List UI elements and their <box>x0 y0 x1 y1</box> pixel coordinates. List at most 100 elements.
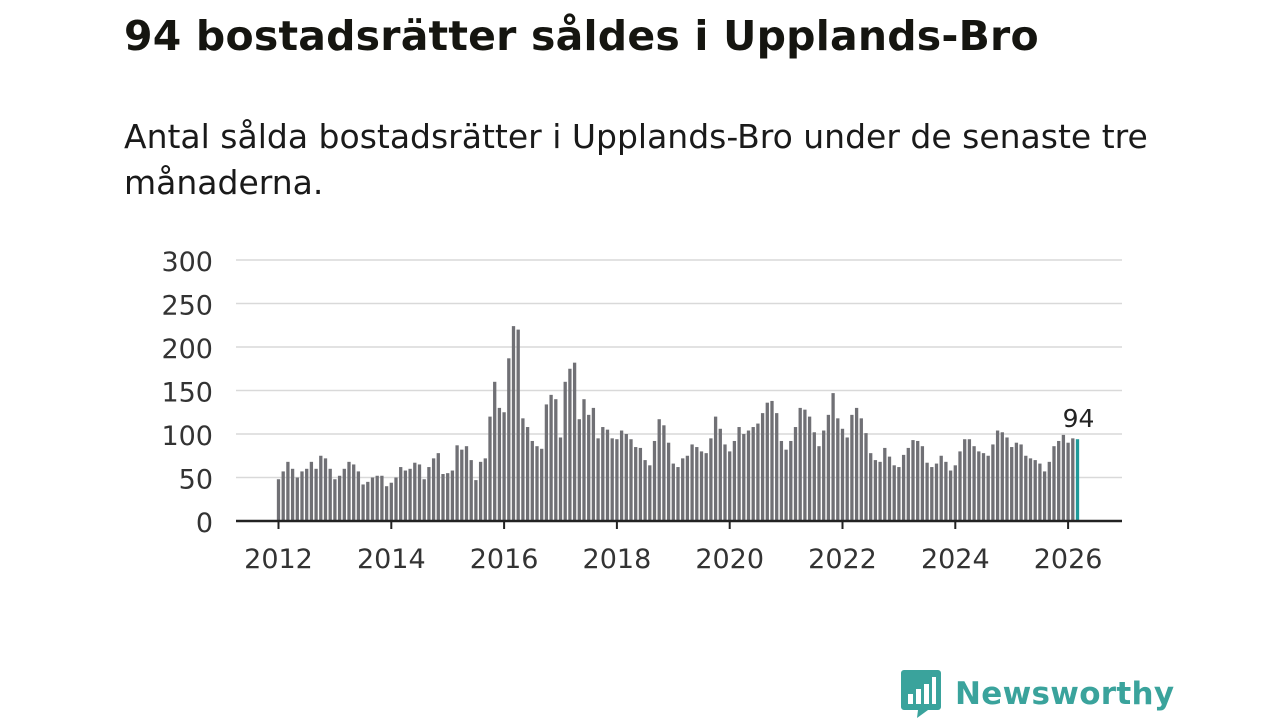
brand-name: Newsworthy <box>955 676 1175 712</box>
bar <box>333 479 337 521</box>
bar <box>417 464 422 521</box>
bar <box>953 465 957 521</box>
bar <box>779 440 784 521</box>
bar <box>493 381 497 521</box>
bar <box>920 446 925 521</box>
bar <box>394 477 398 521</box>
bar <box>643 460 647 521</box>
bar <box>652 440 657 521</box>
bar <box>873 460 878 521</box>
bar <box>977 451 981 521</box>
bar <box>525 427 530 521</box>
bar <box>366 481 370 521</box>
bar <box>1038 463 1042 521</box>
bar <box>798 407 802 521</box>
bar <box>638 447 643 521</box>
bar <box>497 407 502 521</box>
bar <box>342 468 346 521</box>
bar <box>361 484 365 521</box>
bar <box>403 470 408 521</box>
last-value-label: 94 <box>1063 404 1095 433</box>
bar <box>751 427 755 521</box>
bar <box>319 455 323 521</box>
bar <box>384 486 389 521</box>
bar <box>699 451 704 521</box>
bar <box>1028 458 1033 521</box>
bar <box>789 440 793 521</box>
bar <box>380 475 384 521</box>
bar <box>662 425 666 521</box>
bar <box>831 393 835 521</box>
y-tick-label: 200 <box>161 334 213 365</box>
x-tick-label: 2014 <box>357 544 426 575</box>
bar <box>610 438 614 521</box>
newsworthy-logo[interactable]: Newsworthy <box>901 670 1174 718</box>
bar <box>521 418 525 521</box>
y-axis-ticks: 0 50 100 150 200 250 300 <box>161 247 213 539</box>
bar <box>1033 460 1037 521</box>
bar <box>460 449 464 521</box>
bar <box>568 368 572 521</box>
y-tick-label: 50 <box>179 465 213 496</box>
chart-subtitle: Antal sålda bostadsrätter i Upplands-Bro… <box>124 117 1148 202</box>
bar <box>718 428 722 521</box>
bar <box>897 467 901 521</box>
bar <box>464 446 469 521</box>
bar <box>963 439 967 521</box>
bar <box>878 461 882 521</box>
bar <box>981 453 986 521</box>
bar <box>549 394 553 521</box>
bar <box>587 414 591 521</box>
bar <box>502 412 506 521</box>
bar <box>356 471 361 521</box>
bar <box>934 463 939 521</box>
x-tick-label: 2022 <box>808 544 877 575</box>
bar <box>671 463 675 521</box>
y-tick-label: 300 <box>161 247 213 278</box>
bar <box>544 404 549 521</box>
bar <box>408 468 412 521</box>
bar <box>695 447 699 521</box>
bar <box>939 455 943 521</box>
bar <box>572 362 577 521</box>
bar <box>577 419 581 521</box>
bar <box>615 439 619 521</box>
bar <box>916 440 920 521</box>
bar <box>1052 446 1056 521</box>
bar <box>281 471 285 521</box>
bar <box>991 444 995 521</box>
bar <box>290 468 295 521</box>
bar <box>803 409 807 521</box>
bar <box>756 423 760 521</box>
bar <box>511 326 516 521</box>
bar <box>352 464 356 521</box>
bar <box>431 458 436 521</box>
x-tick-label: 2024 <box>921 544 990 575</box>
bar <box>488 416 492 521</box>
bar <box>1061 434 1066 521</box>
bar <box>629 439 633 521</box>
bar <box>967 439 972 521</box>
x-tick-label: 2016 <box>470 544 539 575</box>
bar <box>530 440 534 521</box>
bar <box>732 440 737 521</box>
bar <box>854 407 859 521</box>
bar <box>709 438 713 521</box>
bar <box>817 446 821 521</box>
bar <box>958 451 962 521</box>
bar <box>624 434 628 521</box>
bar <box>441 474 445 521</box>
bar <box>375 475 379 521</box>
bar <box>948 470 953 521</box>
bar <box>925 462 929 521</box>
bar <box>840 428 845 521</box>
bar <box>446 473 450 521</box>
bar <box>535 446 539 521</box>
bar <box>845 437 849 521</box>
bar <box>713 416 718 521</box>
bar <box>596 438 600 521</box>
bar <box>605 429 610 521</box>
bar <box>469 460 473 521</box>
newsworthy-logo-icon <box>901 670 941 718</box>
bar <box>930 467 934 521</box>
